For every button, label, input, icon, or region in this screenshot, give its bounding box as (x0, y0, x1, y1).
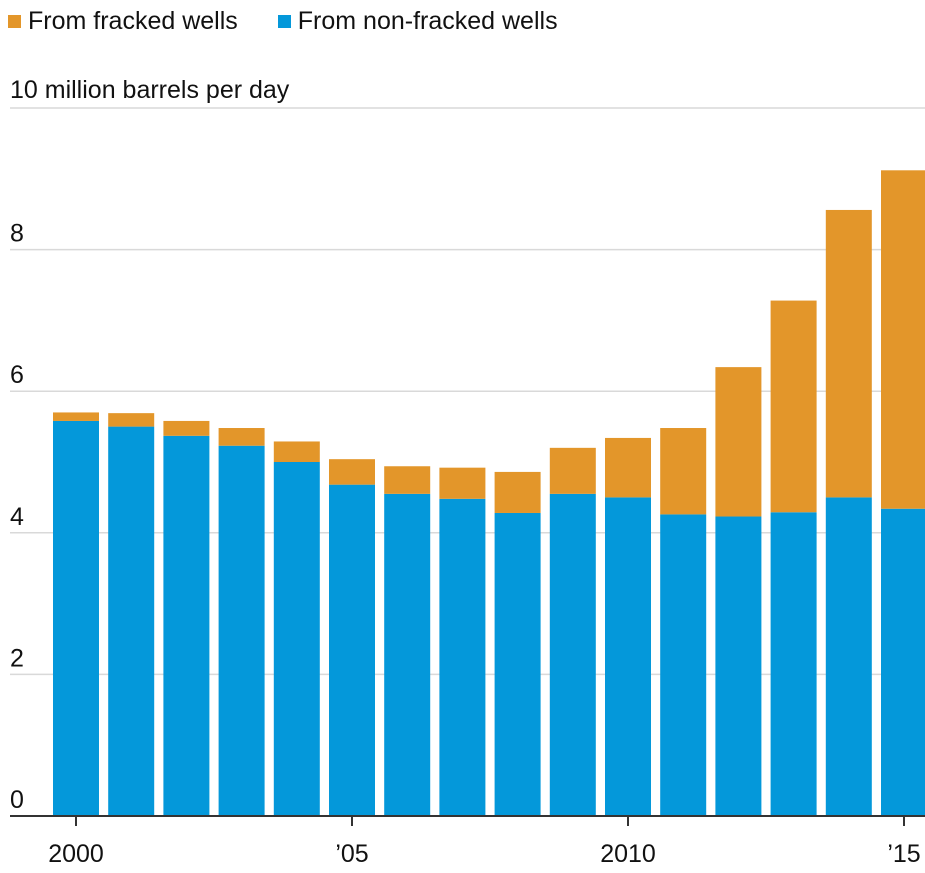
bars (53, 170, 925, 816)
bar-nonfracked-2009 (549, 493, 596, 816)
bar-nonfracked-2013 (770, 512, 817, 816)
bar-fracked-2002 (163, 420, 210, 436)
y-tick-label: 6 (10, 361, 24, 389)
bar-nonfracked-2007 (439, 498, 486, 816)
bar-fracked-2014 (825, 209, 872, 498)
bar-fracked-2001 (108, 413, 155, 427)
bar-nonfracked-2000 (53, 420, 99, 816)
legend-swatch-nonfracked (277, 14, 291, 28)
bar-nonfracked-2011 (660, 514, 707, 816)
bar-fracked-2011 (660, 428, 707, 515)
legend-swatch-fracked (8, 14, 21, 28)
y-tick-label: 4 (10, 503, 24, 531)
bar-fracked-2005 (329, 459, 375, 485)
bar-nonfracked-2005 (329, 484, 375, 816)
bar-nonfracked-2002 (163, 435, 210, 816)
y-tick-label: 0 (10, 786, 24, 814)
bar-nonfracked-2001 (108, 426, 155, 816)
y-tick-label: 2 (10, 644, 24, 672)
bar-fracked-2004 (273, 441, 320, 462)
bar-fracked-2015 (881, 170, 925, 509)
x-tick-label: ’15 (887, 840, 920, 868)
x-tick-label: 2010 (600, 840, 656, 868)
x-tick-label: ’05 (335, 840, 368, 868)
y-tick-label: 8 (10, 220, 24, 248)
bar-nonfracked-2004 (273, 462, 320, 816)
bar-fracked-2010 (605, 437, 651, 498)
bar-fracked-2012 (715, 367, 762, 517)
bar-nonfracked-2006 (384, 493, 431, 816)
bar-fracked-2013 (770, 300, 817, 513)
unit-label: 10 million barrels per day (10, 76, 290, 104)
x-tick-label: 2000 (48, 840, 104, 868)
legend-item-nonfracked[interactable]: From non-fracked wells (277, 6, 558, 36)
legend-item-fracked[interactable]: From fracked wells (8, 7, 238, 36)
legend-label-nonfracked: From non-fracked wells (297, 6, 558, 35)
bar-fracked-2003 (218, 428, 265, 446)
bar-nonfracked-2012 (715, 516, 762, 816)
bar-fracked-2007 (439, 467, 486, 499)
bar-nonfracked-2003 (218, 445, 265, 816)
legend-label-fracked: From fracked wells (28, 6, 238, 35)
axes (10, 815, 925, 826)
bar-nonfracked-2008 (494, 512, 541, 816)
bar-fracked-2009 (549, 447, 596, 494)
bar-fracked-2006 (384, 466, 431, 494)
bar-fracked-2008 (494, 471, 541, 513)
bar-nonfracked-2010 (605, 497, 651, 816)
bar-nonfracked-2015 (881, 508, 925, 816)
axis-labels: 10 million barrels per day 0 2 4 6 8 2000 ’05 20… (10, 76, 921, 868)
legend: From fracked wells From non-fracked well… (8, 3, 598, 39)
bar-fracked-2000 (53, 412, 99, 421)
bar-nonfracked-2014 (825, 497, 872, 816)
